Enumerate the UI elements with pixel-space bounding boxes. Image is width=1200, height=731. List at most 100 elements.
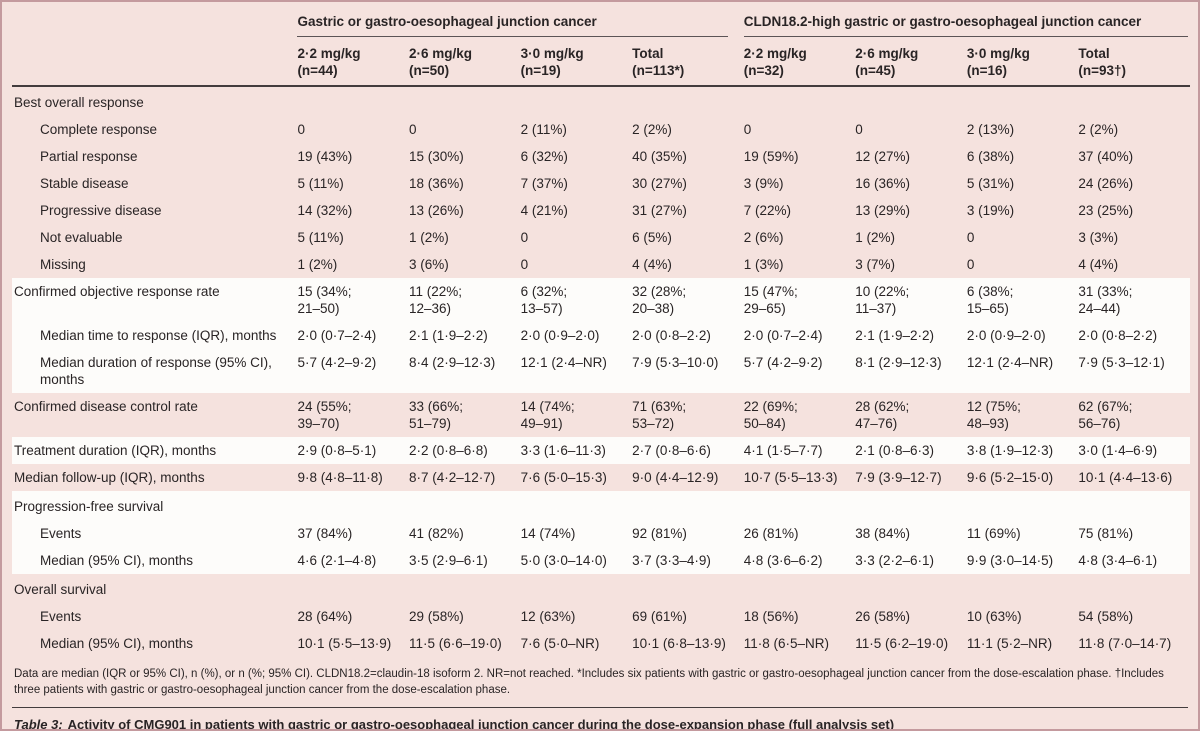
- dose-label: 3·0 mg/kg: [966, 46, 1030, 61]
- n-label: (n=93†): [1078, 63, 1127, 78]
- table-row: Treatment duration (IQR), months 2·9 (0·8…: [12, 437, 1190, 464]
- table-row: Overall survival: [12, 574, 1190, 603]
- cell-value: 32 (28%; 20–38): [632, 278, 744, 322]
- cell-value: [967, 86, 1079, 116]
- cell-value: 14 (74%): [520, 520, 633, 547]
- cell-value: 3·7 (3·3–4·9): [632, 547, 744, 574]
- footnote: Data are median (IQR or 95% CI), n (%), …: [14, 668, 1164, 696]
- cell-value: [855, 86, 967, 116]
- column-header-dose-6: 3·0 mg/kg (n=16): [966, 37, 1079, 87]
- cell-value: 11·1 (5·2–NR): [966, 636, 1053, 651]
- cell-value: 71 (63%; 53–72): [632, 399, 687, 431]
- group-header-gastric: Gastric or gastro-oesophageal junction c…: [297, 8, 743, 37]
- cell-value: 5 (11%): [297, 176, 344, 191]
- cell-value: 11·5 (6·2–19·0): [855, 636, 949, 651]
- row-label: Median time to response (IQR), months: [12, 322, 298, 349]
- cell-value: [966, 491, 1079, 520]
- cell-value: [855, 491, 967, 520]
- cell-value: 15 (34%; 21–50): [297, 278, 409, 322]
- cell-value: 23 (25%): [1078, 203, 1134, 218]
- cell-value: 6 (38%; 15–65): [966, 278, 1079, 322]
- cell-value: 4·1 (1·5–7·7): [743, 437, 856, 464]
- row-label: Events: [40, 609, 82, 624]
- table-row: Median (95% CI), months 4·6 (2·1–4·8) 3·5 …: [12, 547, 1190, 574]
- table-row: Progression-free survival: [12, 491, 1190, 520]
- cell-value: 11·8 (7·0–14·7): [1078, 636, 1172, 651]
- cell-value: 4·8 (3·4–6·1): [1078, 547, 1190, 574]
- empty-corner-cell: [12, 8, 297, 37]
- cell-value: [743, 491, 856, 520]
- table-row: Median follow-up (IQR), months 9·8 (4·8–1…: [12, 464, 1190, 491]
- cell-value: 0: [743, 122, 752, 137]
- cell-value: 1 (2%): [855, 230, 896, 245]
- cell-value: 12 (75%; 48–93): [966, 399, 1021, 431]
- cell-value: 11·5 (6·6–19·0): [409, 636, 502, 651]
- cell-value: 19 (59%): [743, 149, 799, 164]
- row-label: Partial response: [40, 149, 138, 164]
- cell-value: 13 (26%): [409, 203, 464, 218]
- cell-value: [855, 574, 967, 603]
- cell-value: 2·1 (0·8–6·3): [855, 437, 967, 464]
- cell-value: 12 (27%): [855, 149, 911, 164]
- table-row: Median duration of response (95% CI), mo…: [12, 349, 1190, 393]
- cell-value: 7·9 (3·9–12·7): [855, 470, 942, 485]
- cell-value: 14 (74%; 49–91): [520, 399, 575, 431]
- cell-value: 16 (36%): [855, 176, 911, 191]
- dose-label: 2·2 mg/kg: [743, 46, 807, 61]
- row-label: Confirmed disease control rate: [14, 399, 198, 414]
- cell-value: [297, 86, 409, 116]
- cell-value: 6 (5%): [632, 230, 672, 245]
- cell-value: 3·8 (1·9–12·3): [966, 437, 1079, 464]
- cell-value: 0: [520, 257, 529, 272]
- cell-value: 2·0 (0·7–2·4): [743, 322, 856, 349]
- dose-label: Total: [632, 46, 664, 61]
- cell-value: 1 (3%): [743, 257, 784, 272]
- results-table: Gastric or gastro-oesophageal junction c…: [12, 8, 1190, 657]
- cell-value: 92 (81%): [632, 520, 744, 547]
- dose-label: 2·2 mg/kg: [297, 46, 361, 61]
- cell-value: 10·1 (6·8–13·9): [632, 636, 726, 651]
- cell-value: [297, 574, 409, 603]
- cell-value: 26 (81%): [743, 520, 856, 547]
- cell-value: 4 (4%): [1078, 257, 1119, 272]
- cell-value: 31 (27%): [632, 203, 687, 218]
- group-header-label: CLDN18.2-high gastric or gastro-oesophag…: [743, 8, 1188, 37]
- column-header-dose-2: 2·6 mg/kg (n=50): [409, 37, 521, 87]
- cell-value: [744, 574, 856, 603]
- row-label: Progressive disease: [40, 203, 162, 218]
- cell-value: 3 (9%): [743, 176, 784, 191]
- cell-value: 11 (69%): [966, 520, 1079, 547]
- table-row: Complete response 0 0 2 (11%) 2 (2%) 0 0 2 (13%…: [12, 116, 1190, 143]
- cell-value: 14 (32%): [297, 203, 353, 218]
- cell-value: 2·9 (0·8–5·1): [297, 437, 409, 464]
- table-row: Best overall response: [12, 86, 1190, 116]
- cell-value: [967, 574, 1079, 603]
- n-label: (n=50): [409, 63, 450, 78]
- cell-value: 38 (84%): [855, 520, 967, 547]
- dose-label: 3·0 mg/kg: [520, 46, 584, 61]
- table-row: Confirmed objective response rate 15 (34%…: [12, 278, 1190, 322]
- column-header-dose-4: 2·2 mg/kg (n=32): [743, 37, 856, 87]
- caption-prefix: Table 3:: [14, 717, 63, 731]
- column-header-total-1: Total (n=113*): [632, 37, 744, 87]
- cell-value: 24 (26%): [1078, 176, 1134, 191]
- cell-value: 3·3 (2·2–6·1): [855, 547, 967, 574]
- cell-value: 2·0 (0·7–2·4): [297, 322, 409, 349]
- cell-value: 7·9 (5·3–12·1): [1078, 349, 1190, 393]
- n-label: (n=32): [743, 63, 784, 78]
- n-label: (n=113*): [632, 63, 685, 78]
- cell-value: 2 (6%): [743, 230, 784, 245]
- cell-value: 2·1 (1·9–2·2): [409, 322, 521, 349]
- cell-value: 62 (67%; 56–76): [1078, 399, 1133, 431]
- cell-value: 75 (81%): [1078, 520, 1190, 547]
- cell-value: [1078, 574, 1190, 603]
- dose-label: Total: [1078, 46, 1110, 61]
- cell-value: 7 (37%): [520, 176, 568, 191]
- cell-value: 29 (58%): [409, 609, 464, 624]
- cell-value: 2·7 (0·8–6·6): [632, 437, 744, 464]
- row-label: Best overall response: [14, 95, 144, 110]
- cell-value: 7·6 (5·0–15·3): [520, 470, 607, 485]
- cell-value: 5·0 (3·0–14·0): [520, 547, 633, 574]
- cell-value: 18 (36%): [409, 176, 464, 191]
- table-row: Events 37 (84%) 41 (82%) 14 (74%) 92 (81%) 26…: [12, 520, 1190, 547]
